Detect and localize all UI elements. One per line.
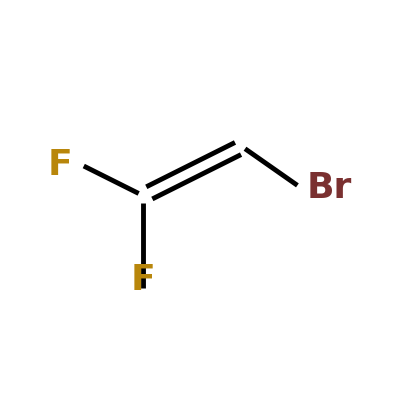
Text: F: F: [131, 264, 156, 298]
Text: Br: Br: [307, 171, 352, 205]
Text: F: F: [48, 148, 72, 182]
